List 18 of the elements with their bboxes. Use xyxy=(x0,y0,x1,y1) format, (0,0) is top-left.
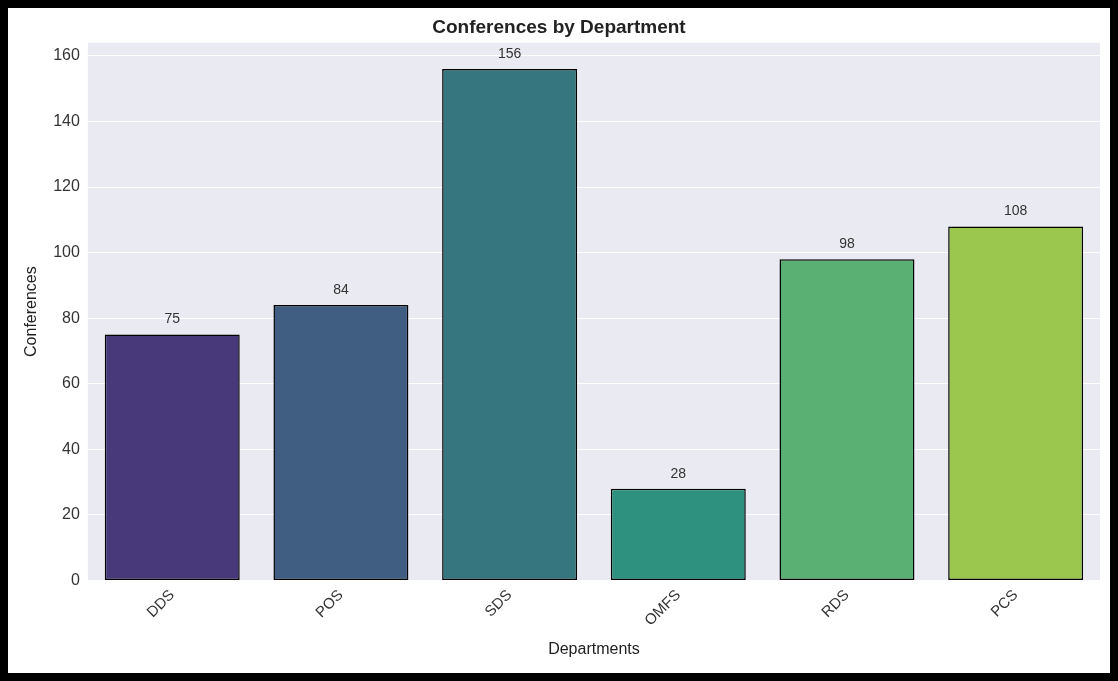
data-label: 84 xyxy=(333,280,349,297)
y-tick-label: 40 xyxy=(62,439,80,457)
y-tick-label: 60 xyxy=(62,374,80,392)
x-axis-title: Departments xyxy=(548,639,640,657)
data-label: 28 xyxy=(670,464,687,481)
data-label: 75 xyxy=(164,310,181,327)
y-axis-title: Conferences xyxy=(22,266,40,357)
data-label: 156 xyxy=(497,44,522,61)
y-tick-label: 140 xyxy=(53,111,80,129)
y-tick-label: 80 xyxy=(62,308,80,326)
y-tick-label: 120 xyxy=(53,177,80,195)
data-label: 108 xyxy=(1003,202,1028,219)
y-tick-label: 100 xyxy=(53,243,80,261)
chart-title: Conferences by Department xyxy=(432,15,687,37)
y-tick-label: 20 xyxy=(62,505,80,523)
data-label: 98 xyxy=(839,235,855,252)
y-tick-label: 160 xyxy=(53,46,80,64)
y-tick-label: 0 xyxy=(70,570,80,588)
